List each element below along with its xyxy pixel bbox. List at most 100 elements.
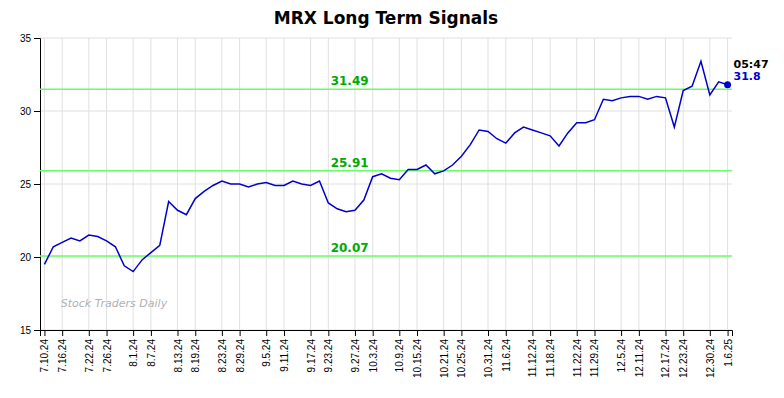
grid-line-x: [283, 38, 284, 330]
axis-line: [34, 39, 41, 331]
tick-mark: [34, 330, 40, 331]
grid-line-y: [40, 111, 732, 112]
tick-label: 25: [20, 179, 32, 190]
tick-mark: [133, 330, 134, 336]
axis-line: [41, 331, 733, 337]
hline-label: 25.91: [331, 156, 369, 170]
tick-mark: [461, 330, 462, 336]
tick-mark: [506, 330, 507, 336]
tick-label: 15: [20, 325, 32, 336]
tick: 10.15.24: [412, 330, 423, 378]
tick-mark: [665, 330, 666, 336]
tick-label: 10.31.24: [483, 339, 494, 378]
tick-label: 10.21.24: [439, 339, 450, 378]
tick: 11.22.24: [572, 330, 583, 377]
tick-label: 12.5.24: [616, 339, 627, 373]
tick-label: 11.22.24: [572, 339, 583, 378]
tick: 9.5.24: [261, 330, 272, 367]
tick-mark: [44, 330, 45, 336]
tick-mark: [639, 330, 640, 336]
grid-line-x: [177, 38, 178, 330]
grid-line-x: [621, 38, 622, 330]
tick: 1.6.25: [723, 330, 734, 367]
tick: 10.21.24: [439, 330, 450, 378]
tick-mark: [355, 330, 356, 336]
grid-line-x: [62, 38, 63, 330]
tick: 8.23.24: [217, 330, 228, 372]
x-axis: 7.10.247.16.247.22.247.26.248.1.248.7.24…: [39, 330, 733, 378]
tick: 30: [20, 106, 40, 117]
tick-label: 8.29.24: [235, 339, 246, 373]
tick-mark: [373, 330, 374, 336]
tick: 35: [20, 33, 40, 44]
hline-label: 31.49: [331, 74, 369, 88]
tick-mark: [195, 330, 196, 336]
grid-line-x: [576, 38, 577, 330]
tick-mark: [577, 330, 578, 336]
tick-mark: [34, 184, 40, 185]
tick-mark: [532, 330, 533, 336]
tick-label: 12.23.24: [678, 339, 689, 378]
tick: 9.27.24: [350, 330, 361, 372]
title: MRX Long Term Signals: [274, 8, 498, 28]
grid-line-y: [40, 38, 732, 39]
tick-label: 10.15.24: [412, 339, 423, 378]
tick: 8.1.24: [128, 330, 139, 367]
tick-label: 9.23.24: [323, 339, 334, 373]
tick: 12.23.24: [678, 330, 689, 378]
grid-line-x: [532, 38, 533, 330]
grid: [40, 38, 732, 330]
hline: [40, 255, 732, 257]
tick-label: 12.11.24: [634, 339, 645, 378]
tick: 7.22.24: [84, 330, 95, 372]
tick: 8.13.24: [173, 330, 184, 372]
tick-label: 30: [20, 106, 32, 117]
grid-line-x: [399, 38, 400, 330]
grid-line-x: [550, 38, 551, 330]
grid-line-x: [195, 38, 196, 330]
tick-label: 11.12.24: [527, 339, 538, 378]
tick: 9.17.24: [306, 330, 317, 372]
grid-line-x: [638, 38, 639, 330]
tick-label: 7.22.24: [84, 339, 95, 373]
grid-line-x: [488, 38, 489, 330]
tick-label: 20: [20, 252, 32, 263]
grid-line-x: [266, 38, 267, 330]
tick: 11.29.24: [589, 330, 600, 377]
tick-label: 11.18.24: [545, 339, 556, 378]
tick: 25: [20, 179, 40, 190]
grid-line-x: [665, 38, 666, 330]
grid-line-x: [328, 38, 329, 330]
tick: 10.9.24: [394, 330, 405, 372]
hline-label: 20.07: [331, 241, 369, 255]
grid-line-x: [461, 38, 462, 330]
tick-label: 8.7.24: [146, 339, 157, 367]
tick-mark: [284, 330, 285, 336]
tick-mark: [62, 330, 63, 336]
tick-mark: [399, 330, 400, 336]
tick-label: 8.13.24: [173, 339, 184, 373]
tick-label: 12.30.24: [705, 339, 716, 378]
tick: 11.6.24: [501, 330, 512, 372]
grid-line-x: [150, 38, 151, 330]
tick: 10.3.24: [368, 330, 379, 372]
tick-label: 8.19.24: [190, 339, 201, 373]
tick-mark: [621, 330, 622, 336]
last-value: 31.8: [734, 70, 761, 83]
grid-line-x: [221, 38, 222, 330]
tick-mark: [311, 330, 312, 336]
tick-mark: [328, 330, 329, 336]
tick-mark: [222, 330, 223, 336]
tick: 12.5.24: [616, 330, 627, 372]
tick-label: 35: [20, 33, 32, 44]
grid-line-x: [417, 38, 418, 330]
tick: 8.7.24: [146, 330, 157, 367]
tick-label: 12.17.24: [660, 339, 671, 378]
tick-mark: [107, 330, 108, 336]
tick-label: 7.10.24: [39, 339, 50, 373]
grid-line-x: [372, 38, 373, 330]
grid-line-x: [44, 38, 45, 330]
tick-mark: [710, 330, 711, 336]
watermark: Stock Traders Daily: [61, 297, 168, 310]
marks: [40, 61, 732, 271]
